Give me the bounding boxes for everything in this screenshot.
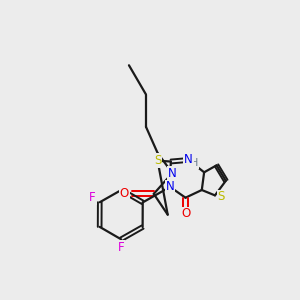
Text: N: N: [166, 180, 174, 194]
Text: F: F: [118, 241, 124, 254]
Text: N: N: [184, 154, 193, 166]
Text: O: O: [181, 207, 190, 220]
Text: O: O: [120, 187, 129, 200]
Text: N: N: [168, 167, 177, 180]
Text: S: S: [154, 154, 161, 167]
Text: H: H: [190, 158, 198, 168]
Text: F: F: [89, 191, 96, 205]
Text: S: S: [218, 190, 225, 203]
